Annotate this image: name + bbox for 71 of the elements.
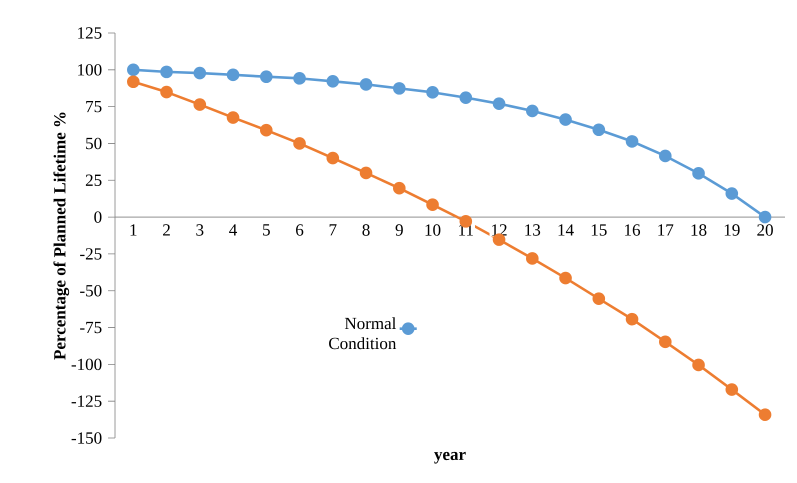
legend-label: Normal Condition — [329, 317, 396, 350]
y-tick-label: 100 — [78, 64, 102, 76]
point — [160, 66, 173, 78]
point — [559, 113, 572, 126]
point — [526, 252, 539, 265]
point — [160, 86, 173, 98]
point — [126, 75, 140, 88]
point — [659, 336, 672, 348]
x-tick-label: 19 — [724, 224, 740, 236]
x-tick-label: 4 — [229, 224, 238, 236]
x-tick-label: 16 — [625, 224, 640, 236]
x-tick-label: 15 — [592, 224, 607, 236]
x-tick-label: 13 — [525, 224, 540, 236]
point — [559, 272, 572, 284]
point — [326, 152, 340, 164]
x-tick-label: 1 — [130, 224, 137, 236]
y-tick-label: -125 — [72, 395, 102, 407]
point — [293, 137, 306, 150]
x-tick-label: 8 — [362, 224, 370, 236]
point — [626, 135, 638, 148]
x-tick-label: 18 — [692, 224, 706, 236]
point — [260, 124, 273, 136]
point — [293, 72, 306, 85]
point — [193, 98, 206, 111]
x-tick-label: 20 — [757, 224, 773, 236]
point — [360, 166, 372, 180]
point — [426, 86, 439, 99]
point — [260, 70, 273, 84]
y-tick-label: 25 — [86, 174, 102, 186]
y-tick-label: -100 — [72, 358, 102, 370]
point — [326, 75, 340, 88]
x-tick-label: 6 — [296, 224, 304, 236]
x-tick-label: 3 — [196, 224, 204, 236]
point — [460, 91, 472, 104]
point — [692, 167, 705, 180]
x-axis-title: year — [434, 452, 466, 464]
point — [393, 82, 406, 95]
point — [626, 312, 638, 326]
y-tick-label: 125 — [78, 27, 102, 39]
point — [726, 383, 738, 396]
point — [360, 78, 372, 91]
point — [659, 150, 672, 162]
y-axis-title: Percentage of Planned Lifetime % — [53, 112, 70, 360]
y-tick-label: 0 — [94, 211, 102, 223]
point — [393, 182, 406, 195]
x-tick-label: 7 — [330, 224, 337, 236]
point — [492, 97, 506, 110]
point — [226, 68, 240, 82]
x-tick-label: 5 — [263, 224, 270, 236]
y-tick-label: 50 — [86, 138, 102, 150]
y-tick-label: -75 — [80, 322, 102, 334]
point — [726, 187, 738, 200]
y-tick-label: -50 — [80, 284, 102, 296]
x-tick-label: 9 — [396, 224, 403, 236]
point — [592, 123, 606, 136]
point — [426, 198, 439, 212]
y-tick-label: 75 — [86, 100, 102, 112]
point — [126, 64, 140, 76]
x-tick-label: 14 — [558, 224, 574, 236]
point — [758, 408, 772, 422]
x-tick-label: 10 — [426, 224, 440, 236]
point — [193, 66, 206, 80]
point — [526, 104, 539, 118]
point — [692, 358, 705, 372]
y-tick-label: -150 — [72, 432, 102, 444]
x-tick-label: 2 — [163, 224, 170, 236]
x-tick-label: 17 — [658, 224, 674, 236]
y-tick-label: -25 — [80, 248, 102, 260]
point — [758, 210, 772, 224]
point — [592, 292, 606, 305]
point — [226, 111, 240, 124]
